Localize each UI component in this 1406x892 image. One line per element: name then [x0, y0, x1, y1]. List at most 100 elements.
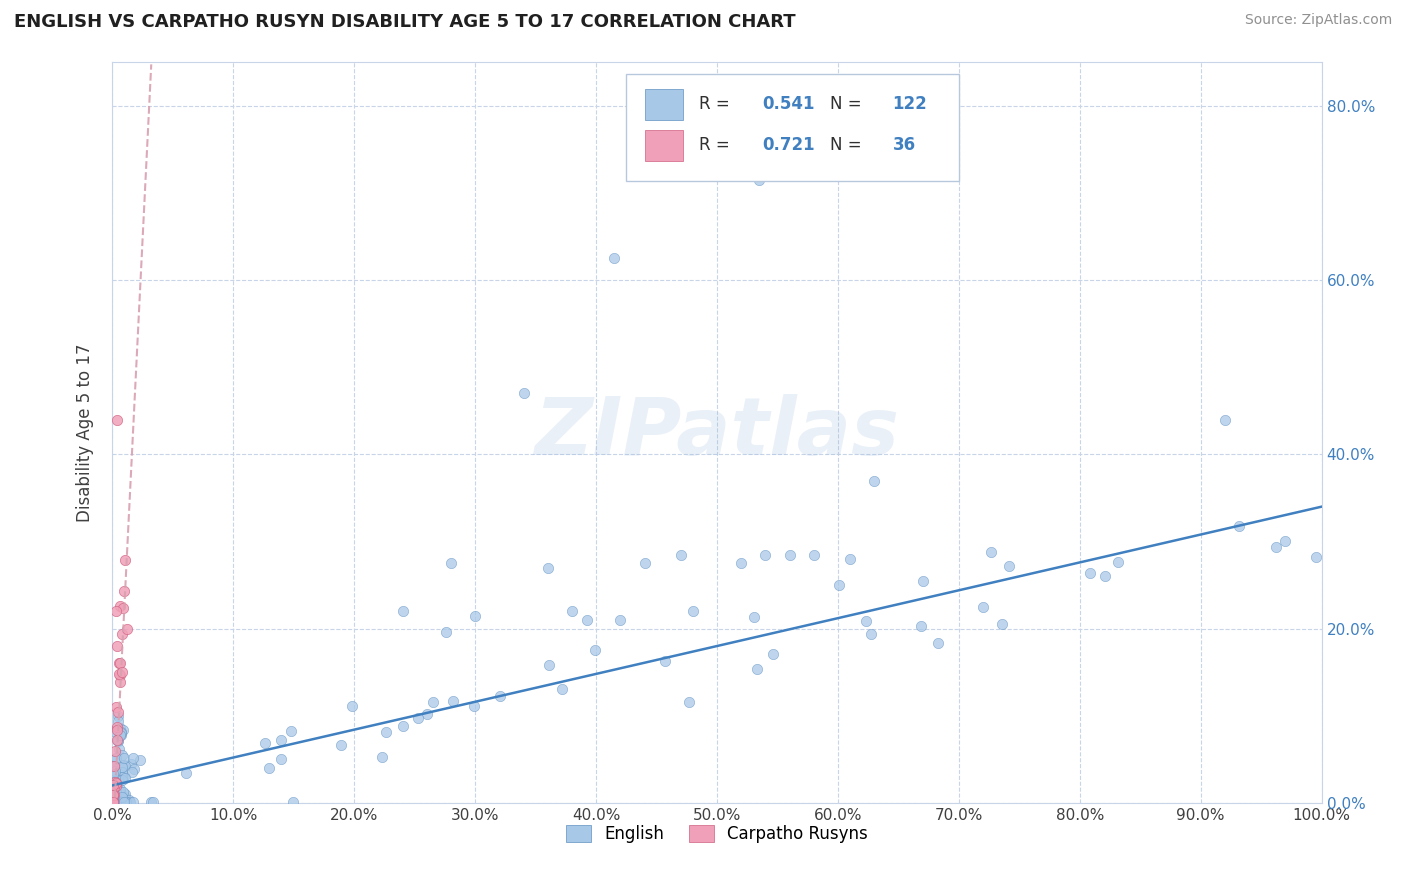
FancyBboxPatch shape [626, 73, 959, 181]
Point [111, 747, 134, 762]
Point [761, 647, 783, 661]
Point [105, 772, 128, 787]
Text: 122: 122 [893, 95, 927, 113]
Point [839, 552, 862, 566]
Text: 0.721: 0.721 [762, 136, 814, 153]
Point [927, 636, 949, 650]
Point [107, 708, 129, 723]
Point [1305, 550, 1327, 565]
Point [105, 767, 128, 781]
Point [121, 765, 143, 780]
Point [103, 795, 125, 809]
Point [111, 764, 134, 779]
Point [111, 760, 134, 774]
Point [107, 705, 129, 719]
Point [103, 774, 125, 789]
Point [108, 795, 131, 809]
Point [111, 601, 134, 615]
Point [408, 711, 430, 725]
Text: R =: R = [699, 136, 730, 153]
Point [998, 558, 1021, 573]
Point [464, 608, 486, 623]
Point [678, 695, 700, 709]
Text: N =: N = [830, 95, 860, 113]
Point [754, 548, 776, 562]
Point [142, 795, 165, 809]
Point [669, 548, 692, 562]
Point [104, 763, 127, 777]
Point [112, 723, 135, 737]
Point [105, 639, 128, 653]
Point [108, 781, 131, 796]
Point [105, 720, 128, 734]
Point [110, 795, 132, 809]
Point [537, 560, 560, 574]
Text: ENGLISH VS CARPATHO RUSYN DISABILITY AGE 5 TO 17 CORRELATION CHART: ENGLISH VS CARPATHO RUSYN DISABILITY AGE… [14, 13, 796, 31]
Point [101, 795, 124, 809]
Point [103, 787, 125, 801]
Point [463, 698, 485, 713]
Point [1094, 569, 1116, 583]
Point [270, 732, 292, 747]
Point [441, 694, 464, 708]
Point [110, 728, 132, 742]
Point [1213, 412, 1236, 426]
Point [101, 795, 124, 809]
Point [103, 759, 125, 773]
Point [103, 795, 125, 809]
Point [108, 784, 131, 798]
Point [105, 787, 128, 801]
Point [108, 656, 131, 670]
Point [110, 795, 132, 809]
Point [103, 764, 125, 778]
Point [104, 751, 127, 765]
Point [114, 795, 136, 809]
Point [174, 765, 197, 780]
Point [103, 790, 125, 805]
Point [112, 751, 135, 765]
Point [748, 173, 770, 187]
Point [280, 723, 302, 738]
Point [101, 795, 124, 809]
Point [114, 553, 136, 567]
Point [104, 766, 127, 780]
Point [863, 474, 886, 488]
Point [108, 741, 131, 756]
Point [111, 789, 134, 804]
Point [972, 599, 994, 614]
Point [803, 548, 825, 562]
Point [101, 795, 124, 809]
Point [103, 773, 125, 788]
Point [114, 759, 136, 773]
Point [108, 657, 131, 671]
Point [104, 775, 127, 789]
Point [112, 758, 135, 772]
Point [105, 795, 128, 809]
Point [440, 556, 463, 570]
Point [104, 775, 127, 789]
Point [101, 775, 124, 789]
Point [512, 386, 534, 401]
Point [118, 793, 141, 807]
Point [103, 752, 125, 766]
Point [108, 786, 131, 800]
Point [105, 412, 128, 426]
Point [104, 779, 127, 793]
Point [551, 681, 574, 696]
Point [107, 772, 129, 787]
Point [270, 751, 292, 765]
Text: ZIPatlas: ZIPatlas [534, 393, 900, 472]
Point [1264, 541, 1286, 555]
Point [980, 544, 1002, 558]
Point [103, 767, 125, 781]
Point [103, 780, 125, 794]
Point [779, 548, 801, 562]
Point [911, 574, 934, 588]
Point [489, 690, 512, 704]
Point [105, 795, 128, 809]
Point [120, 756, 142, 771]
Text: N =: N = [830, 136, 860, 153]
Point [104, 744, 127, 758]
Point [108, 675, 131, 690]
Point [910, 618, 932, 632]
